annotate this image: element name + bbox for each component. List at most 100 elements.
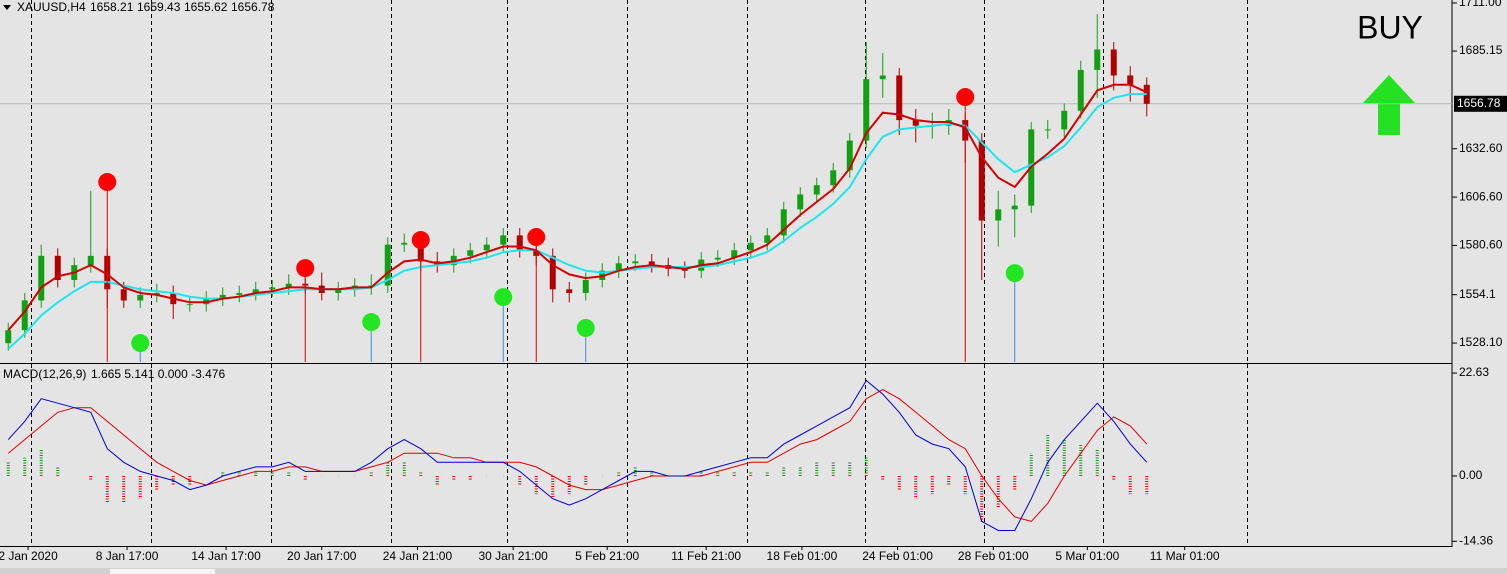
signal-line: [7, 389, 1148, 522]
menu-icon: [3, 5, 11, 10]
y-tick-label: 22.63: [1459, 365, 1489, 379]
candle-body: [219, 294, 226, 299]
indicator-title: MACD(12,26,9): [3, 367, 86, 381]
candle-body: [335, 289, 342, 294]
quote-low: 1655.62: [184, 0, 228, 14]
quote-open: 1658.21: [90, 0, 134, 14]
candle-body: [747, 242, 754, 251]
candle-body: [384, 244, 391, 286]
y-tick-label: 1632.60: [1459, 141, 1503, 155]
quote-close: 1656.78: [231, 0, 275, 14]
signal-dot: [494, 288, 513, 307]
candle-body: [764, 235, 771, 243]
x-tick-label: 30 Jan 21:00: [478, 549, 548, 563]
candle-body: [896, 75, 903, 121]
candle-body: [38, 255, 45, 301]
candle-body: [1094, 49, 1101, 70]
candle-body: [978, 140, 985, 221]
current-price-box: [1454, 95, 1507, 112]
signal-dot: [956, 88, 975, 107]
signal-dot: [131, 334, 150, 353]
candle-body: [648, 261, 655, 266]
scroll-bar: [0, 568, 1507, 574]
candle-body: [54, 255, 61, 281]
indicator-readout: 1.665 5.141 0.000 -3.476: [91, 367, 225, 381]
macd-line: [7, 379, 1148, 531]
x-tick-label: 2 Jan 2020: [0, 549, 58, 563]
candle-body: [236, 293, 243, 295]
candle-body: [813, 185, 820, 195]
quote-high: 1659.43: [137, 0, 181, 14]
candle-body: [368, 285, 375, 287]
signal-dot: [362, 313, 381, 332]
signal-dot: [411, 231, 430, 250]
candle-body: [995, 209, 1002, 221]
x-tick-label: 14 Jan 17:00: [191, 549, 261, 563]
y-tick-label: 1528.10: [1459, 335, 1503, 349]
x-tick-label: 24 Jan 21:00: [383, 549, 453, 563]
candle-body: [285, 283, 292, 288]
buy-arrow: [1363, 75, 1415, 135]
candle-body: [846, 140, 853, 171]
x-tick-label: 20 Jan 17:00: [287, 549, 357, 563]
candle-body: [615, 263, 622, 271]
candle-body: [549, 255, 556, 290]
x-tick-label: 28 Feb 01:00: [958, 549, 1029, 563]
signal-dot: [98, 173, 117, 192]
signal-dot: [296, 259, 315, 278]
candle-body: [566, 289, 573, 294]
candle-body: [401, 242, 408, 245]
candle-body: [731, 250, 738, 258]
candle-body: [516, 235, 523, 251]
x-tick-label: 11 Mar 01:00: [1150, 549, 1220, 563]
signal-dot: [527, 228, 546, 247]
scroll-thumb: [110, 569, 215, 574]
current-price-label: 1656.78: [1457, 96, 1501, 110]
x-tick-label: 8 Jan 17:00: [96, 549, 159, 563]
x-tick-label: 11 Feb 21:00: [671, 549, 741, 563]
candle-body: [21, 300, 28, 331]
y-tick-label: 1554.1: [1459, 287, 1496, 301]
candle-body: [120, 289, 127, 301]
candle-body: [582, 280, 589, 294]
candle-body: [1127, 75, 1134, 85]
signal-dot: [1005, 264, 1024, 283]
y-tick-label: 1606.60: [1459, 189, 1503, 203]
candle-body: [87, 255, 94, 266]
candle-body: [1061, 110, 1068, 130]
candle-body: [830, 170, 837, 186]
moving-average: [7, 83, 1148, 331]
y-tick-label: -14.36: [1459, 533, 1493, 547]
x-tick-label: 5 Feb 21:00: [575, 549, 639, 563]
candle-body: [879, 75, 886, 80]
candle-body: [500, 235, 507, 245]
candle-body: [714, 257, 721, 260]
candle-body: [137, 294, 144, 301]
candle-body: [1044, 129, 1051, 131]
signal-dot: [576, 318, 595, 337]
y-tick-label: 1711.00: [1459, 0, 1502, 9]
candle-body: [797, 194, 804, 210]
candle-body: [1110, 49, 1117, 76]
x-tick-label: 18 Feb 01:00: [767, 549, 838, 563]
candle-body: [912, 120, 919, 126]
candle-body: [467, 250, 474, 256]
candle-body: [269, 287, 276, 290]
candle-body: [483, 244, 490, 251]
candle-body: [252, 289, 259, 294]
candle-body: [780, 209, 787, 236]
candle-body: [1077, 69, 1084, 111]
candle-body: [1011, 205, 1018, 210]
candle-body: [5, 330, 12, 344]
symbol-title: XAUUSD,H4: [17, 0, 86, 14]
x-tick-label: 5 Mar 01:00: [1055, 549, 1119, 563]
buy-label: BUY: [1357, 9, 1423, 45]
y-tick-label: 1580.60: [1459, 238, 1503, 252]
candle-body: [186, 304, 193, 306]
y-tick-label: 1685.15: [1459, 43, 1503, 57]
candle-body: [632, 261, 639, 264]
y-tick-label: 0.00: [1459, 468, 1483, 482]
